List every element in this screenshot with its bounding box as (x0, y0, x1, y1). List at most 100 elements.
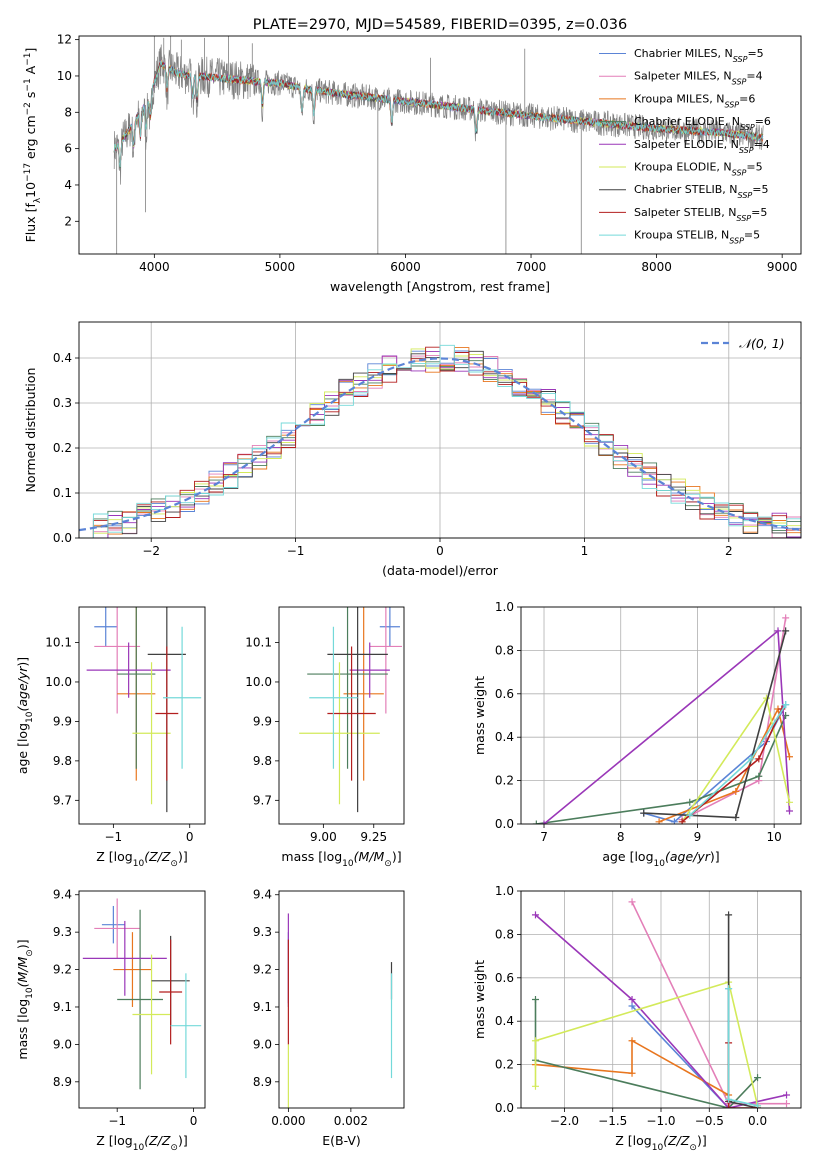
weight-marker (686, 811, 694, 819)
y-axis-label: Flux [fλ10−17 erg cm−2 s−1 A−1] (23, 48, 43, 243)
plot-area (82, 898, 202, 1090)
legend-value: =4 (746, 70, 762, 83)
math: (Z/Z (144, 1133, 171, 1148)
y-tick-label: 10.1 (45, 636, 72, 650)
subscript: 10 (25, 711, 35, 723)
subscript: λ (33, 197, 43, 203)
y-tick-label: 1.0 (495, 600, 514, 614)
weight-marker (531, 911, 539, 919)
x-tick-label: −1.5 (598, 1114, 627, 1128)
math: (age/yr (15, 666, 30, 712)
weight-marker (531, 1082, 539, 1090)
y-tick-label: 0.3 (53, 396, 72, 410)
x-tick-label: 9000 (767, 260, 798, 274)
plot-area (299, 607, 402, 813)
legend: 𝒩(0, 1) (701, 336, 785, 351)
subscript: SSP (724, 100, 739, 109)
weight-marker (783, 1100, 791, 1108)
weight-marker (532, 820, 540, 824)
x-tick-label: 0 (190, 1114, 198, 1128)
panel-weight_vs_age: 7 8 9 10 0.0 0.2 0.4 0.6 0.8 1.0 age [log10(age/yr… (472, 600, 802, 869)
legend-value: =5 (752, 183, 768, 196)
y-tick-label: 9.1 (53, 1000, 72, 1014)
y-axis-label: mass weight (472, 676, 487, 755)
y-tick-label: 0.0 (495, 817, 514, 831)
plot-area (532, 614, 793, 824)
subscript: 10 (133, 1143, 145, 1153)
weight-marker (628, 996, 636, 1003)
plot-area (113, 36, 764, 254)
panel-mass_vs_EBV: 0.000 0.002 8.9 9.0 9.1 9.2 9.3 9.4 E(B-V) (253, 888, 405, 1148)
weight-marker (754, 1102, 762, 1108)
panel-age_vs_Z: −1 0 9.7 9.8 9.9 10.0 10.1 Z [log10(Z/Z⊙)] age [… (15, 606, 206, 869)
weight-marker (531, 1037, 539, 1045)
axes-frame (78, 321, 802, 539)
weight-marker (686, 798, 694, 806)
x-axis-label: wavelength [Angstrom, rest frame] (330, 279, 550, 294)
subscript: 10 (654, 859, 666, 869)
x-tick-label: 0.000 (271, 1114, 305, 1128)
subscript: ⊙ (384, 859, 392, 869)
weight-marker (725, 1095, 733, 1103)
subscript: SSP (736, 213, 751, 222)
weight-marker (785, 753, 793, 761)
x-axis-label: mass [log10(M/M⊙)] (281, 849, 401, 869)
y-tick-label: 0.0 (495, 1101, 514, 1115)
y-tick-label: 1.0 (495, 884, 514, 898)
weight-marker (725, 911, 733, 919)
y-tick-label: 0.2 (495, 1058, 514, 1072)
x-tick-label: 0 (186, 830, 194, 844)
y-tick-label: 0.2 (53, 441, 72, 455)
y-tick-label: 0.6 (495, 971, 514, 985)
weight-marker (725, 985, 733, 993)
y-tick-label: 9.8 (53, 754, 72, 768)
y-tick-label: 9.3 (253, 925, 272, 939)
y-axis-label: age [log10(age/yr)] (15, 657, 35, 774)
legend-label: Kroupa MILES, NSSP=6 (634, 92, 755, 109)
y-tick-label: 0.4 (495, 1014, 514, 1028)
legend-value: =5 (751, 206, 767, 219)
plot-area (287, 913, 393, 1108)
weight-marker (774, 627, 782, 635)
subscript: SSP (740, 123, 755, 132)
math: (Z/Z (144, 849, 171, 864)
x-tick-label: −1 (105, 830, 123, 844)
weight-marker (747, 755, 755, 763)
legend-value: =6 (739, 92, 755, 105)
y-tick-label: 12 (57, 33, 72, 47)
superscript: −1 (23, 53, 33, 66)
y-tick-label: 8 (64, 105, 72, 119)
axes-frame (520, 890, 802, 1109)
y-tick-label: 4 (64, 178, 72, 192)
y-tick-label: 9.0 (253, 1037, 272, 1051)
weight-marker (754, 1074, 762, 1082)
superscript: −1 (23, 78, 33, 91)
y-tick-label: 9.7 (253, 793, 272, 807)
weight-marker (785, 807, 793, 815)
y-tick-label: 10.0 (45, 675, 72, 689)
legend-value: =4 (754, 138, 770, 151)
x-tick-label: −2.0 (550, 1114, 579, 1128)
plot-area (79, 344, 801, 538)
x-tick-label: 8000 (641, 260, 672, 274)
axes-frame (78, 35, 802, 255)
x-tick-label: 0.002 (334, 1114, 368, 1128)
legend-label: Chabrier STELIB, NSSP=5 (634, 183, 768, 200)
y-tick-label: 0.4 (495, 730, 514, 744)
legend-value: =5 (744, 229, 760, 242)
y-tick-label: 0.4 (53, 351, 72, 365)
weight-marker (782, 614, 790, 622)
x-tick-label: 1 (581, 544, 589, 558)
y-tick-label: 9.1 (253, 1000, 272, 1014)
subscript: ⊙ (25, 949, 35, 957)
superscript: −17 (23, 163, 33, 182)
math: (age/yr (665, 849, 711, 864)
math: (M/M (15, 957, 30, 988)
residual-histogram (79, 344, 801, 538)
legend-label: Chabrier MILES, NSSP=5 (634, 47, 764, 64)
legend-value: =5 (747, 47, 763, 60)
subscript: 10 (342, 859, 354, 869)
weight-marker (782, 701, 790, 709)
axes-frame (278, 890, 405, 1109)
